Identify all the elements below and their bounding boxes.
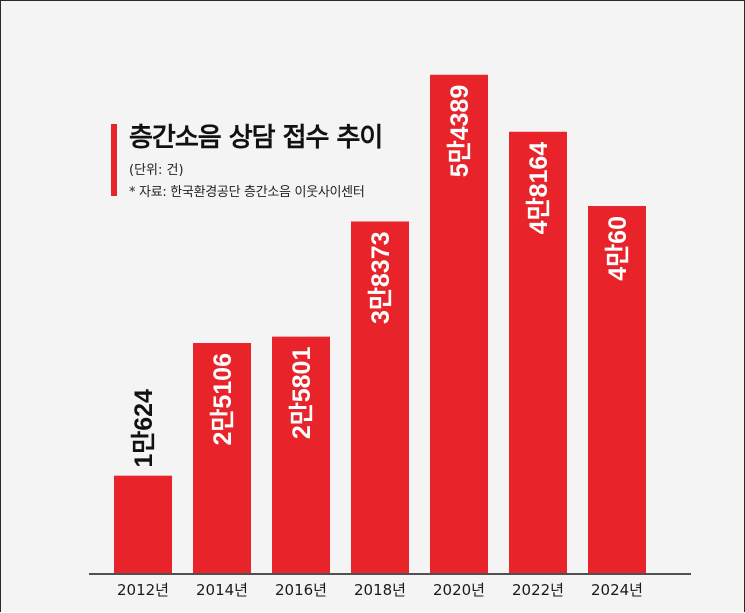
bar-2022년	[509, 131, 567, 573]
x-tick-2014년: 2014년	[196, 581, 248, 599]
x-tick-2022년: 2022년	[512, 581, 564, 599]
x-tick-2018년: 2018년	[354, 581, 406, 599]
bar-2020년	[430, 74, 488, 574]
bar-2024년	[588, 206, 646, 573]
x-tick-2016년: 2016년	[275, 581, 327, 599]
bar-value-labels: 1만624 2만5106 2만5801 3만8373 5만4389 4만8164 4만60	[130, 85, 632, 468]
x-tick-2020년: 2020년	[433, 581, 485, 599]
value-label-2014년: 2만5106	[209, 353, 237, 446]
bar-2012년	[114, 475, 172, 573]
value-label-2012년: 1만624	[130, 389, 158, 468]
x-axis-tick-labels: 2012년 2014년 2016년 2018년 2020년 2022년 2024년	[117, 581, 643, 599]
bars-group	[114, 74, 646, 574]
value-label-2022년: 4만8164	[525, 142, 553, 235]
value-label-2020년: 5만4389	[446, 85, 474, 178]
x-tick-2024년: 2024년	[591, 581, 643, 599]
title-accent-bar	[111, 124, 117, 196]
unit-note: (단위: 건)	[129, 163, 184, 178]
source-note: * 자료: 한국환경공단 층간소음 이웃사이센터	[129, 185, 365, 200]
bar-2016년	[272, 336, 330, 573]
bar-2014년	[193, 343, 251, 573]
x-tick-2012년: 2012년	[117, 581, 169, 599]
value-label-2018년: 3만8373	[367, 231, 395, 324]
bar-2018년	[351, 221, 409, 574]
value-label-2024년: 4만60	[604, 216, 632, 281]
chart-title: 층간소음 상담 접수 추이	[129, 123, 383, 153]
value-label-2016년: 2만5801	[288, 347, 316, 440]
